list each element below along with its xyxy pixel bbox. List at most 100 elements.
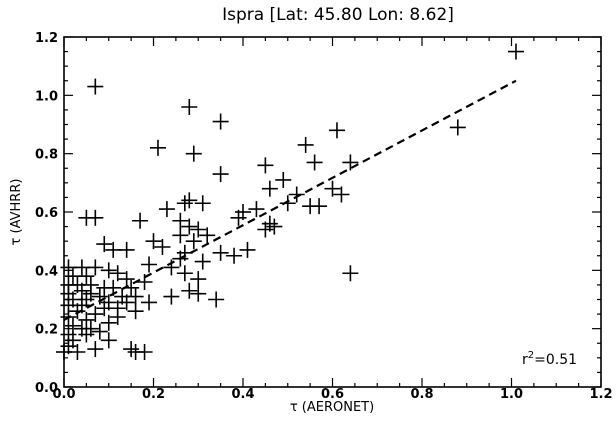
x-tick-label: 0.4	[231, 387, 254, 402]
x-axis-label: τ (AERONET)	[290, 400, 374, 415]
data-point	[64, 317, 81, 334]
data-point	[212, 166, 229, 183]
data-point	[181, 282, 198, 299]
y-tick-label: 1.2	[35, 31, 58, 46]
data-point	[194, 195, 211, 212]
data-point	[266, 218, 283, 235]
data-point	[69, 344, 86, 360]
data-point	[87, 78, 104, 95]
x-tick-label: 0.8	[410, 387, 433, 402]
regression-fit-line	[63, 79, 517, 321]
data-point	[96, 300, 113, 317]
data-point	[118, 294, 135, 311]
y-tick-label: 0.0	[35, 381, 58, 396]
y-axis-label: τ (AVHRR)	[9, 179, 24, 246]
data-point	[185, 233, 202, 250]
y-tick-label: 1.0	[35, 89, 58, 104]
y-tick-label: 0.2	[35, 323, 58, 338]
data-point	[64, 268, 81, 285]
data-point	[118, 271, 135, 288]
axis-tick-labels: 0.0 0.2 0.4 0.6 0.8 1.0 1.2 0.0 0.2 0.4 0.6 0.8 1.0 1…	[35, 31, 613, 402]
data-point	[181, 218, 198, 235]
data-point	[78, 268, 95, 285]
data-point	[190, 271, 207, 288]
data-point	[275, 171, 292, 188]
data-point	[109, 309, 126, 325]
data-point	[141, 294, 158, 311]
x-tick-label: 0.6	[321, 387, 344, 402]
data-point	[127, 288, 144, 305]
data-point	[172, 212, 189, 229]
x-tick-label: 0.2	[142, 387, 165, 402]
data-point	[449, 119, 466, 136]
data-point	[109, 265, 126, 282]
chart-title: Ispra [Lat: 45.80 Lon: 8.62]	[222, 5, 454, 25]
data-point	[154, 239, 171, 255]
data-point	[342, 265, 359, 282]
data-point	[342, 154, 359, 171]
x-tick-label: 0.0	[52, 387, 75, 402]
data-point	[78, 326, 95, 343]
data-point	[60, 259, 77, 276]
data-point	[324, 180, 341, 197]
data-point	[163, 288, 180, 305]
data-point	[226, 247, 243, 264]
data-point	[208, 291, 225, 308]
data-point	[127, 303, 144, 320]
data-point	[194, 253, 211, 270]
data-point	[78, 311, 95, 328]
data-point	[333, 186, 350, 203]
data-point	[105, 241, 122, 258]
y-tick-label: 0.4	[35, 264, 58, 279]
data-point	[311, 198, 328, 215]
data-point	[248, 201, 265, 218]
data-point	[91, 323, 108, 340]
r-squared-prefix: r	[522, 352, 528, 368]
data-point	[297, 136, 314, 153]
data-point	[212, 113, 229, 130]
axis-ticks	[63, 36, 602, 388]
data-point	[176, 195, 193, 212]
data-point	[56, 344, 72, 360]
data-point	[145, 233, 162, 250]
data-point	[230, 209, 247, 226]
data-point	[288, 186, 305, 203]
data-point	[123, 341, 140, 358]
data-point	[100, 314, 117, 331]
r-squared-superscript: 2	[528, 350, 534, 361]
data-point	[181, 99, 198, 115]
data-point	[132, 212, 149, 229]
x-tick-label: 1.2	[589, 387, 612, 402]
data-point	[158, 201, 175, 218]
data-point	[185, 145, 202, 162]
y-tick-label: 0.6	[35, 206, 58, 221]
data-point	[328, 122, 345, 139]
data-point	[73, 259, 90, 276]
data-point	[257, 157, 274, 174]
data-point	[261, 180, 278, 197]
data-point	[149, 139, 166, 156]
data-point	[87, 341, 104, 358]
data-point	[136, 344, 153, 360]
data-point	[190, 221, 207, 238]
y-tick-label: 0.8	[35, 148, 58, 163]
data-point	[190, 285, 207, 302]
r-squared-annotation: r2=0.51	[522, 350, 577, 368]
data-point	[507, 43, 524, 60]
plot-frame	[63, 36, 602, 388]
data-point	[239, 241, 256, 258]
data-point	[96, 236, 113, 253]
data-point	[100, 262, 117, 279]
x-tick-label: 1.0	[500, 387, 523, 402]
r-squared-value: =0.51	[534, 352, 577, 368]
data-point	[257, 221, 274, 238]
data-point	[87, 209, 104, 226]
data-points	[56, 43, 524, 360]
data-point	[141, 256, 158, 273]
data-point	[199, 227, 216, 244]
data-point	[100, 332, 117, 349]
data-point	[306, 154, 323, 171]
data-point	[181, 192, 198, 209]
data-point	[212, 244, 229, 261]
